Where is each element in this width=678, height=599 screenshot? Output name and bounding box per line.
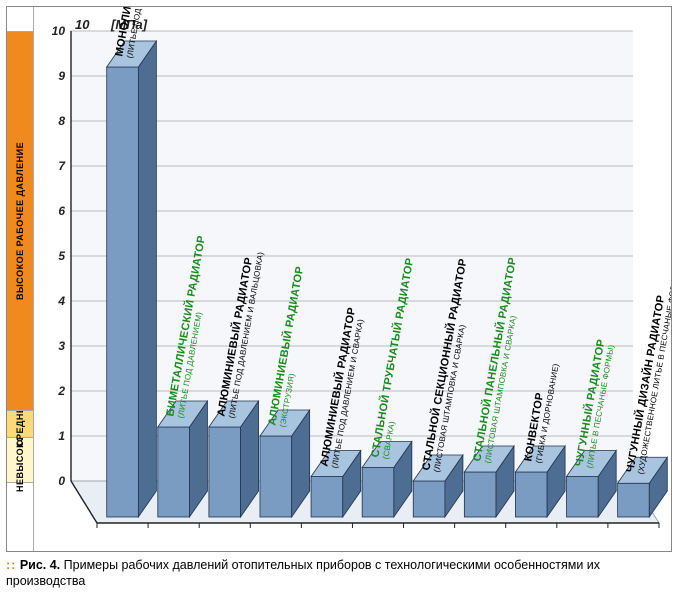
svg-text:[МПа]: [МПа] xyxy=(110,17,148,32)
caption-text: Примеры рабочих давлений отопительных пр… xyxy=(6,558,600,588)
svg-text:6: 6 xyxy=(58,204,65,218)
pressure-band-high: ВЫСОКОЕ РАБОЧЕЕ ДАВЛЕНИЕ xyxy=(7,31,33,411)
figure-container: НЕВЫСОКОЕСРЕДНЕЕВЫСОКОЕ РАБОЧЕЕ ДАВЛЕНИЕ… xyxy=(0,0,678,599)
svg-text:0: 0 xyxy=(58,474,65,488)
svg-text:1: 1 xyxy=(58,429,65,443)
caption-number: Рис. 4. xyxy=(20,558,60,572)
pressure-band-mid: СРЕДНЕЕ xyxy=(7,409,33,438)
svg-text:7: 7 xyxy=(58,159,66,173)
svg-text:10: 10 xyxy=(75,17,90,32)
pressure-band-label: ВЫСОКОЕ РАБОЧЕЕ ДАВЛЕНИЕ xyxy=(15,142,25,300)
figure-caption: :: Рис. 4. Примеры рабочих давлений отоп… xyxy=(6,558,672,589)
caption-dots: :: xyxy=(6,558,16,572)
pressure-legend: НЕВЫСОКОЕСРЕДНЕЕВЫСОКОЕ РАБОЧЕЕ ДАВЛЕНИЕ xyxy=(7,7,34,551)
svg-text:9: 9 xyxy=(58,69,65,83)
svg-text:10: 10 xyxy=(52,24,66,38)
svg-text:3: 3 xyxy=(58,339,65,353)
svg-text:2: 2 xyxy=(57,384,65,398)
bar-chart: 0 1 2 3 4 5 6 7 8 9 10 [МПа] 10 xyxy=(37,11,669,547)
plot-frame: НЕВЫСОКОЕСРЕДНЕЕВЫСОКОЕ РАБОЧЕЕ ДАВЛЕНИЕ… xyxy=(6,6,672,552)
svg-text:4: 4 xyxy=(57,294,65,308)
svg-text:8: 8 xyxy=(58,114,65,128)
svg-text:5: 5 xyxy=(58,249,65,263)
